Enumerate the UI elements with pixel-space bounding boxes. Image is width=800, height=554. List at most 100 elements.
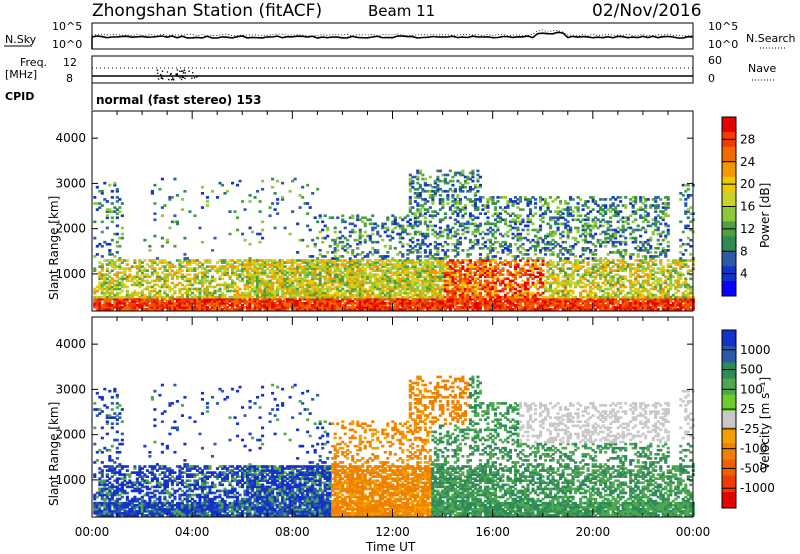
- power-cell: [416, 289, 420, 293]
- power-cell: [398, 267, 402, 270]
- power-cell: [361, 287, 365, 291]
- power-cell: [416, 194, 420, 197]
- power-cell: [431, 293, 435, 297]
- power-cell: [168, 198, 172, 201]
- power-cell: [233, 283, 237, 287]
- power-cell: [376, 232, 380, 236]
- power-cell: [233, 287, 237, 291]
- power-cell: [406, 301, 410, 305]
- power-cell: [358, 306, 362, 309]
- power-cell: [353, 306, 357, 309]
- power-cell: [218, 289, 222, 293]
- power-cell: [366, 281, 370, 285]
- power-cell: [348, 277, 352, 281]
- power-cell: [200, 285, 205, 289]
- power-cell: [416, 257, 420, 260]
- power-cell: [418, 230, 422, 234]
- power-cell: [123, 295, 127, 299]
- power-cell: [431, 265, 435, 268]
- power-cell: [363, 301, 367, 305]
- power-cell: [411, 259, 415, 262]
- power-cell: [388, 279, 392, 283]
- power-cell: [373, 299, 377, 303]
- power-cell: [428, 183, 432, 187]
- power-cell: [283, 293, 287, 297]
- power-cell: [110, 253, 114, 256]
- power-cell: [308, 265, 312, 268]
- power-cell: [396, 224, 400, 228]
- power-cell: [298, 265, 302, 268]
- power-cell: [323, 255, 327, 258]
- power-cell: [198, 293, 202, 297]
- power-cell: [408, 299, 412, 303]
- power-cell: [411, 212, 415, 215]
- power-cell: [173, 301, 177, 305]
- power-cell: [433, 303, 437, 307]
- power-cell: [205, 204, 210, 207]
- power-cell: [188, 308, 192, 311]
- power-cell: [261, 279, 265, 283]
- power-cell: [210, 267, 215, 270]
- power-cell: [358, 299, 362, 303]
- power-cell: [143, 303, 147, 307]
- power-cell: [138, 263, 142, 266]
- power-cell: [396, 308, 400, 311]
- power-cell: [326, 234, 330, 238]
- power-cell: [373, 281, 377, 285]
- power-cell: [198, 265, 202, 268]
- power-cell: [281, 291, 285, 295]
- power-cell: [421, 240, 425, 244]
- power-cell: [313, 291, 317, 295]
- power-cell: [358, 281, 362, 285]
- power-cell: [321, 259, 325, 262]
- power-cell: [391, 267, 395, 270]
- power-cell: [123, 277, 127, 281]
- power-cell: [373, 277, 377, 281]
- power-cell: [125, 259, 129, 262]
- power-cell: [388, 261, 392, 264]
- power-cell: [266, 289, 270, 293]
- power-cell: [361, 271, 365, 275]
- power-cell: [373, 303, 377, 307]
- power-cell: [564, 240, 568, 244]
- power-cell: [438, 265, 442, 268]
- power-cell: [103, 308, 107, 311]
- power-cell: [258, 289, 262, 293]
- power-cell: [549, 224, 553, 228]
- power-cell: [241, 269, 245, 273]
- power-cell: [401, 244, 405, 248]
- power-cell: [125, 295, 129, 299]
- power-cell: [318, 259, 322, 262]
- power-cell: [195, 301, 200, 305]
- power-cell: [288, 261, 292, 264]
- power-cell: [348, 261, 352, 264]
- power-cell: [105, 226, 109, 230]
- power-cell: [293, 287, 297, 291]
- power-cell: [293, 301, 297, 305]
- power-cell: [170, 301, 174, 305]
- power-cell: [348, 285, 352, 289]
- power-cell: [281, 273, 285, 277]
- power-cell: [333, 255, 337, 258]
- power-cell: [266, 297, 270, 301]
- power-cell: [461, 249, 465, 252]
- power-cell: [175, 303, 179, 307]
- power-cell: [258, 210, 262, 213]
- power-cell: [243, 291, 247, 295]
- power-cell: [321, 301, 325, 305]
- power-cell: [326, 277, 330, 281]
- power-cell: [313, 263, 317, 266]
- power-cell: [183, 291, 187, 295]
- power-cell: [356, 295, 360, 299]
- power-cell: [416, 295, 420, 299]
- power-cell: [198, 261, 202, 264]
- power-cell: [205, 297, 210, 301]
- power-cell: [230, 289, 235, 293]
- power-cell: [346, 275, 350, 279]
- power-cell: [416, 169, 420, 173]
- power-cell: [268, 279, 272, 283]
- power-cell: [318, 271, 322, 275]
- power-cell: [208, 269, 212, 273]
- power-cell: [248, 308, 252, 311]
- power-cell: [178, 263, 182, 266]
